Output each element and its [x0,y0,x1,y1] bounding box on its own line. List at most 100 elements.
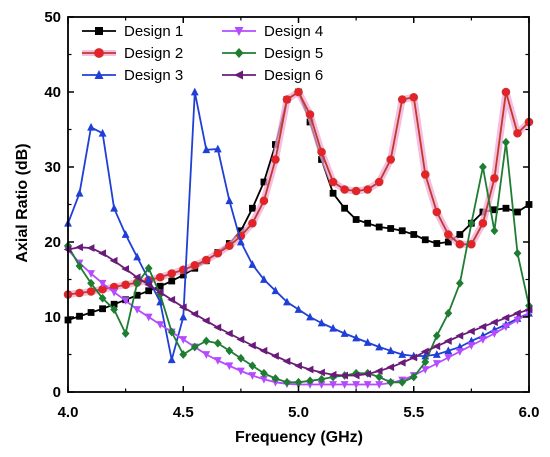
series-6-point [455,331,464,340]
series-6-point [363,370,372,378]
series-5-point [190,342,199,352]
series-2-point [75,288,84,298]
series-3-point [317,318,326,327]
series-4-point [479,336,487,344]
series-2-point [409,92,419,102]
series-2-point [420,170,430,179]
legend-label: Design 5 [264,45,323,62]
series-6-point [294,361,302,370]
series-5-point [398,377,407,387]
series-4-point [179,336,188,344]
series-3-point [340,329,349,337]
series-5-point [236,353,245,363]
series-4-point [352,381,361,389]
series-5-point [248,361,257,371]
series-4-point [329,381,337,389]
legend-label: Design 2 [124,45,183,62]
series-4-point [432,360,441,368]
series-4-point [213,357,222,365]
series-2-point [490,173,499,183]
series-1-point [421,236,429,244]
series-5-point [260,368,268,378]
series-6-point [86,244,95,252]
legend-item-6: Design 6 [222,67,323,84]
series-4-point [156,321,165,329]
series-5-point [110,305,118,314]
series-4-point [444,354,453,362]
series-5-point [133,278,142,288]
legend-swatch-marker [94,70,104,79]
series-1-point [87,309,95,316]
series-5-point [87,278,95,288]
series-2-point [478,218,488,228]
series-6-point [420,347,429,356]
series-1-point [110,300,118,308]
series-4-point [375,381,384,389]
series-3-point [225,196,234,205]
series-4-point [421,366,430,374]
series-5-point [317,374,326,384]
series-2-point [444,230,453,239]
series-5-point [444,308,453,318]
series-6-point [305,365,314,374]
series-6-point [167,295,176,304]
series-1-point [352,216,360,223]
series-1-point [364,219,372,227]
series-6-point [190,310,199,318]
series-4-point [98,279,107,288]
series-1-point [387,225,395,232]
series-6-point [178,303,187,312]
series-6-point [121,265,130,273]
series-2-point [271,155,280,164]
series-4-point [502,323,510,332]
series-3-point [352,333,361,342]
series-5-point [502,137,510,147]
series-3-point [271,286,280,295]
series-3-point [144,275,153,283]
x-tick-label: 4.0 [58,404,79,421]
series-1-point [444,238,452,246]
series-4-point [248,372,257,380]
series-1-point [329,189,337,197]
series-2-point [340,185,349,194]
legend-label: Design 3 [124,67,183,84]
series-1-point [341,204,348,212]
series-5-point [432,331,441,341]
legend-item-3: Design 3 [82,67,183,84]
series-3-point [386,346,395,355]
legend-item-1: Design 1 [82,23,183,40]
series-3-point [375,342,384,351]
series-3-point [432,350,441,358]
series-3-point [213,144,222,153]
series-3-point [260,275,268,283]
series-3-point [179,312,188,321]
series-4-point [110,288,118,297]
series-2-point [282,95,292,104]
series-2-point [225,241,234,251]
series-4-point [340,381,349,389]
series-1-point [456,231,464,238]
series-6-point [144,280,153,289]
legend-swatch-marker [94,48,104,58]
series-4-point [144,313,153,322]
series-5-point [352,368,361,378]
series-2-point [513,128,522,138]
series-1-point [410,231,418,238]
series-6-point [386,363,395,372]
series-6-point [340,371,348,380]
series-2-point [397,95,407,104]
legend-label: Design 6 [264,67,323,84]
series-4-point [202,351,211,359]
series-4-point [513,316,522,325]
series-2-point [317,147,326,157]
series-3-point [363,338,372,346]
series-4-point [225,362,234,371]
series-2 [63,87,534,299]
series-6-point [155,288,164,297]
series-5-point [98,293,107,303]
series-3-point [121,230,130,238]
series-5-point [467,218,476,228]
series-4-point [490,330,499,338]
x-tick-label: 6.0 [519,404,540,421]
